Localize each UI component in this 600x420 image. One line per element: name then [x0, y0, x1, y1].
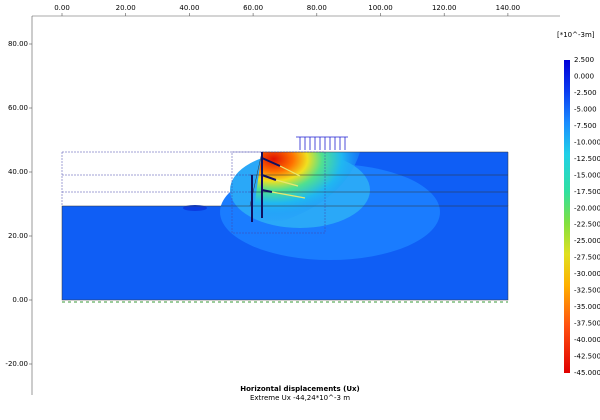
legend-label: -2.500 — [574, 89, 597, 97]
legend-label: 2.500 — [574, 56, 594, 64]
legend-unit: [*10^-3m] — [557, 31, 595, 39]
legend-label: -12.500 — [574, 155, 600, 163]
y-tick-label: 40.00 — [8, 168, 28, 176]
y-tick-label: 20.00 — [8, 232, 28, 240]
x-tick-label: 40.00 — [179, 4, 199, 12]
legend-label: -45.000 — [574, 369, 600, 377]
caption-title: Horizontal displacements (Ux) — [240, 385, 359, 393]
legend-label: -7.500 — [574, 122, 597, 130]
x-tick-label: 20.00 — [116, 4, 136, 12]
legend-label: -37.500 — [574, 320, 600, 328]
legend-label: -22.500 — [574, 221, 600, 229]
legend-label: -32.500 — [574, 287, 600, 295]
x-tick-label: 60.00 — [243, 4, 263, 12]
y-tick-label: 0.00 — [12, 296, 28, 304]
legend-label: -30.000 — [574, 270, 600, 278]
x-tick-label: 140.00 — [496, 4, 521, 12]
y-tick-label: -20.00 — [5, 360, 28, 368]
x-tick-label: 100.00 — [368, 4, 393, 12]
x-tick-label: 0.00 — [54, 4, 70, 12]
legend-label: -5.000 — [574, 105, 597, 113]
legend-label: -40.000 — [574, 336, 600, 344]
color-bar — [564, 60, 570, 373]
legend-label: -25.000 — [574, 237, 600, 245]
legend-label: -35.000 — [574, 303, 600, 311]
caption-subtitle: Extreme Ux -44,24*10^-3 m — [250, 394, 350, 402]
model — [61, 136, 509, 303]
legend-label: -20.000 — [574, 204, 600, 212]
legend-label: -27.500 — [574, 254, 600, 262]
x-tick-label: 80.00 — [307, 4, 327, 12]
legend-label: 0.000 — [574, 72, 594, 80]
x-tick-label: 120.00 — [432, 4, 457, 12]
contour — [183, 205, 207, 211]
y-tick-label: 60.00 — [8, 104, 28, 112]
legend-label: -15.000 — [574, 171, 600, 179]
y-tick-label: 80.00 — [8, 40, 28, 48]
legend-label: -42.500 — [574, 353, 600, 361]
legend-label: -10.000 — [574, 138, 600, 146]
contour — [252, 152, 360, 222]
legend-label: -17.500 — [574, 188, 600, 196]
